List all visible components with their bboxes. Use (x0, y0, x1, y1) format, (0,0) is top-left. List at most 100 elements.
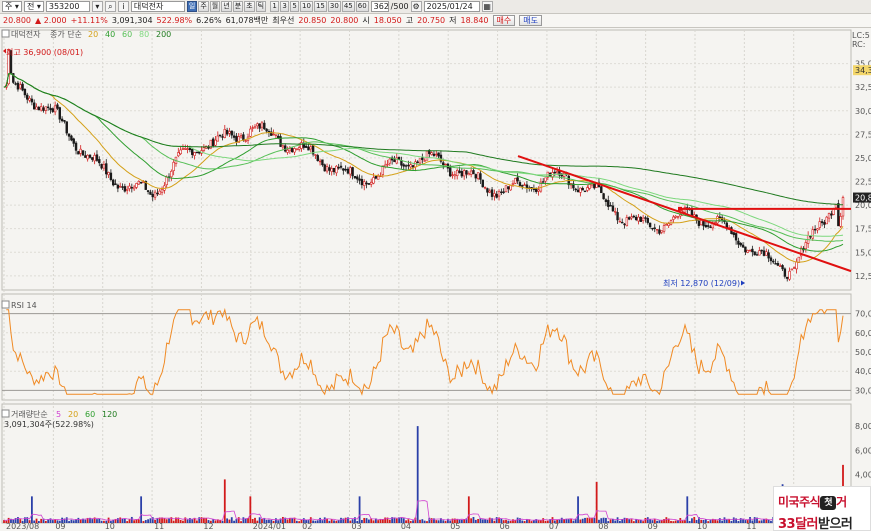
dropdown-icon[interactable]: ▾ (91, 1, 103, 12)
info-icon[interactable]: i (117, 1, 129, 12)
volume-bar (560, 517, 563, 523)
candle-body (263, 122, 266, 130)
candle-body (495, 193, 498, 198)
candle-body (655, 228, 659, 231)
volume-bar (219, 520, 222, 523)
calendar-icon[interactable]: ▦ (481, 1, 493, 12)
interval-button-3[interactable]: 10 (300, 1, 313, 12)
volume-bar (214, 520, 217, 523)
candle-body (425, 150, 429, 161)
volume-bar (416, 426, 419, 523)
volume-bar (421, 519, 424, 523)
trend-line-down[interactable] (517, 155, 852, 273)
volume-bar (570, 518, 572, 523)
candle-body (776, 263, 780, 266)
panel-collapse-icon[interactable] (1, 300, 10, 309)
volume-bar (602, 517, 605, 523)
volume-bar (323, 517, 326, 523)
volume-bar (663, 519, 665, 523)
candle-body (739, 242, 742, 246)
candle-body (493, 193, 496, 197)
candle-body (697, 220, 701, 226)
candle-body (753, 251, 756, 256)
candle-body (523, 184, 526, 186)
period-button-4[interactable]: 분 (232, 1, 244, 12)
candle-body (432, 153, 436, 156)
date-input[interactable]: 2025/01/24 (423, 1, 480, 12)
volume-ma-line (3, 500, 844, 521)
candle-body (270, 131, 273, 136)
volume-bar (742, 519, 744, 523)
settings-icon[interactable]: ⚙ (410, 1, 422, 12)
volume-bar (140, 496, 143, 523)
candle-body (88, 154, 92, 158)
volume-bar (40, 518, 43, 523)
candle-body (153, 191, 157, 198)
volume-bar (249, 496, 252, 523)
volume-bar (558, 519, 561, 523)
candle-body (9, 50, 13, 74)
interval-button-5[interactable]: 30 (327, 1, 341, 12)
candle-body (186, 148, 189, 150)
volume-bar (344, 517, 347, 523)
volume-bar (572, 520, 575, 523)
volume-bar (65, 517, 68, 523)
candle-body (100, 163, 103, 169)
period-button-0[interactable]: 일 (186, 1, 198, 12)
volume-bar (658, 520, 661, 523)
volume-bar (251, 519, 254, 523)
volume-bar (302, 518, 305, 523)
volume-bar (279, 518, 282, 523)
interval-button-4[interactable]: 15 (313, 1, 327, 12)
candle-body (734, 233, 738, 241)
volume-bar (237, 517, 240, 523)
volume-bar (639, 520, 642, 523)
candle-body (295, 148, 299, 150)
period-button-2[interactable]: 월 (209, 1, 221, 12)
candle-body (716, 216, 719, 224)
volume-bar (35, 518, 38, 523)
volume-bar (263, 517, 266, 523)
interval-button-2[interactable]: 5 (290, 1, 300, 12)
volume-bar (335, 520, 338, 523)
volume-bar (760, 520, 763, 523)
candle-body (42, 107, 45, 111)
ad-banner[interactable]: 미국주식 첫 거 33달러받으러 (773, 486, 871, 531)
period-button-1[interactable]: 주 (198, 1, 209, 12)
candle-body (149, 191, 152, 195)
panel-collapse-icon[interactable] (1, 409, 10, 418)
candle-body (288, 148, 292, 152)
x-axis-label: 09 (648, 522, 658, 531)
stock-chart[interactable]: 35,0 32,5 30,0 27,5 25,0 22,5 20,0 17,5 15,0 12,5… (0, 28, 871, 531)
buy-button[interactable]: 매수 (492, 15, 516, 26)
interval-button-6[interactable]: 45 (341, 1, 355, 12)
interval-button-1[interactable]: 3 (280, 1, 290, 12)
market-select[interactable]: 전 ▾ (23, 1, 44, 12)
sell-button[interactable]: 매도 (519, 15, 542, 26)
resistance-handle[interactable] (678, 206, 682, 211)
volume-bar (226, 518, 229, 523)
volume-bar (674, 520, 677, 523)
candle-body (834, 204, 838, 209)
stock-code-input[interactable]: 353200 (45, 1, 90, 12)
volume-bar (314, 520, 317, 523)
period-button-6[interactable]: 틱 (255, 1, 267, 12)
volume-bar (163, 518, 166, 523)
interval-button-0[interactable]: 1 (270, 1, 280, 12)
count-input[interactable]: 362 (370, 1, 389, 12)
interval-button-7[interactable]: 60 (355, 1, 369, 12)
x-axis-label: 10 (697, 522, 707, 531)
candle-body (51, 108, 55, 112)
candle-body (788, 270, 791, 280)
search-icon[interactable]: ⌕ (104, 1, 116, 12)
volume-bar (235, 518, 238, 523)
panel-collapse-icon[interactable] (1, 29, 10, 38)
volume-legend: 거래량 단순 5 20 60 120 3,091,304주(522.98%) (1, 409, 117, 429)
candle-body (46, 106, 50, 109)
item-type-select[interactable]: 주 ▾ (2, 1, 22, 12)
candle-body (423, 160, 426, 162)
volume-bar (72, 520, 75, 523)
period-button-3[interactable]: 년 (221, 1, 232, 12)
volume-bar (523, 521, 526, 523)
period-button-5[interactable]: 초 (244, 1, 255, 12)
